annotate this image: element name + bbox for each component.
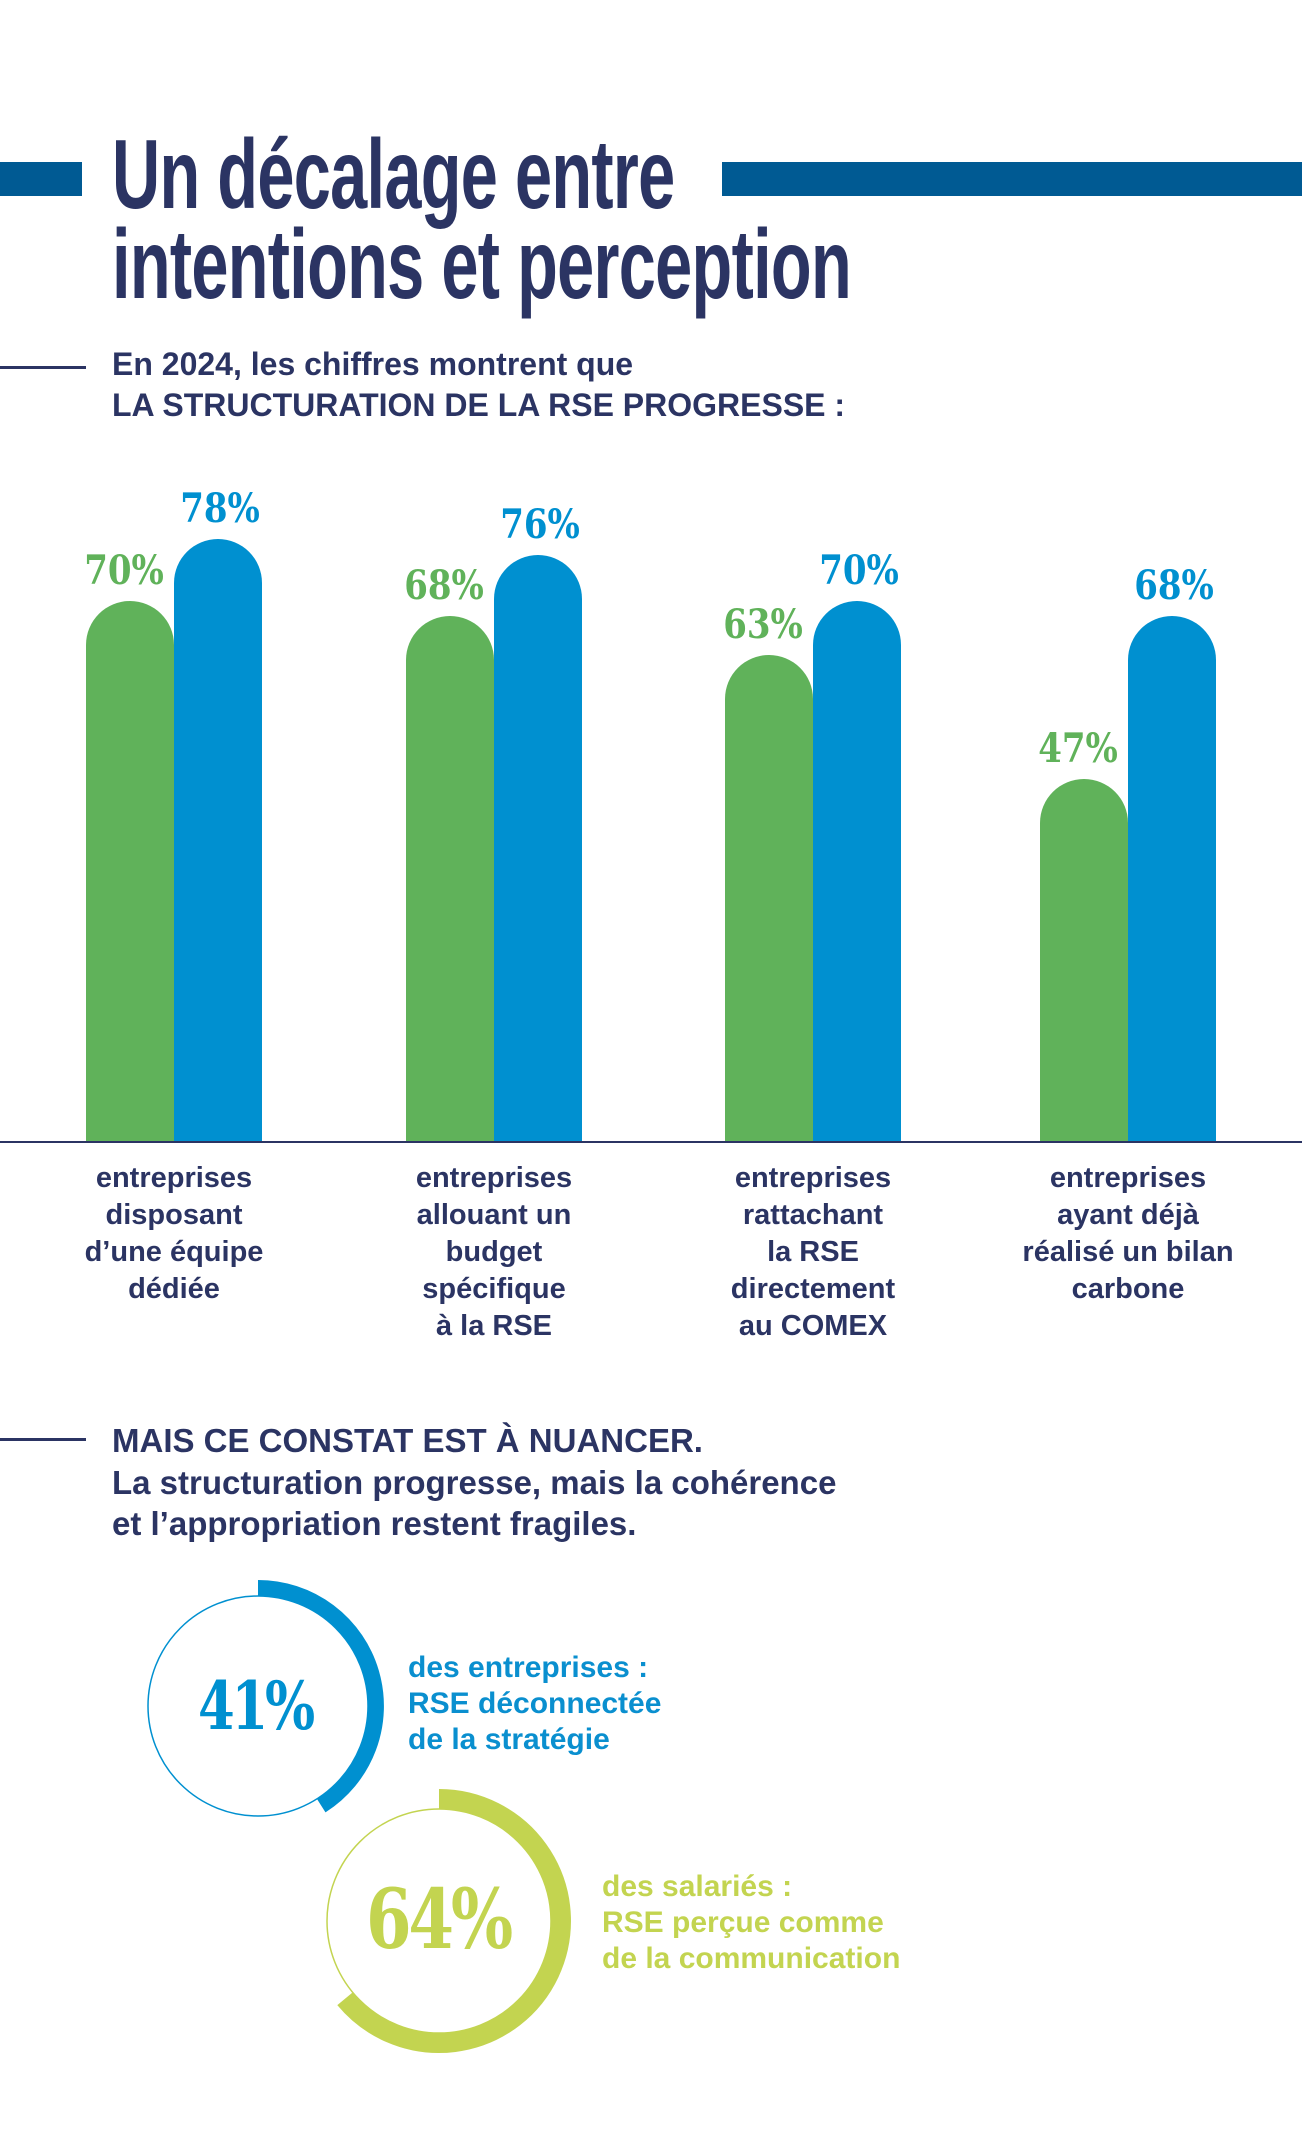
- intro-line1: En 2024, les chiffres montrent que: [112, 346, 634, 382]
- stat-2-description: des salariés : RSE perçue comme de la co…: [602, 1869, 900, 1977]
- bar: [174, 539, 262, 1142]
- intro-rule: [0, 366, 86, 369]
- stat-ring-1-arc: [257, 1580, 384, 1813]
- bar-value-label: 78%: [180, 485, 260, 533]
- intro-line2: LA STRUCTURATION DE LA RSE PROGRESSE :: [112, 387, 846, 423]
- bar: [813, 600, 901, 1142]
- bar-value-label: 70%: [84, 546, 164, 594]
- category-label-line: budget: [445, 1236, 543, 1268]
- bar-chart: 70% 78% entreprises disposant d’une équipe dé…: [0, 485, 1302, 1345]
- category-label: entreprises allouant un budget spécifique à …: [364, 1160, 624, 1345]
- chart-baseline: [0, 1141, 1302, 1143]
- category-label-line: réalisé un bilan: [1022, 1236, 1234, 1268]
- stat-1-text-line: de la stratégie: [408, 1723, 610, 1756]
- category-label-line: allouant un: [416, 1199, 572, 1231]
- bar: [725, 655, 813, 1142]
- bar: [1040, 778, 1128, 1142]
- nuance-line1: MAIS CE CONSTAT EST À NUANCER.: [112, 1422, 703, 1459]
- bar-value-label: 63%: [723, 601, 803, 648]
- category-label-line: d’une équipe: [84, 1236, 264, 1268]
- bar-value-label: 68%: [1134, 562, 1214, 610]
- bar-value-label: 76%: [500, 500, 580, 548]
- category-label-line: à la RSE: [435, 1310, 553, 1342]
- category-label-line: spécifique: [422, 1273, 566, 1305]
- category-label-line: directement: [730, 1273, 896, 1305]
- bar: [494, 554, 582, 1142]
- bar-value-label: 68%: [404, 562, 484, 610]
- stat-2-value: 64%: [365, 1872, 513, 1968]
- category-label-line: entreprises: [95, 1162, 253, 1194]
- category-label-line: carbone: [1071, 1273, 1185, 1305]
- stat-1-text-line: des entreprises :: [408, 1651, 649, 1684]
- stat-2-text-line: des salariés :: [602, 1870, 793, 1903]
- category-label-line: rattachant: [742, 1199, 884, 1231]
- stat-1-text-line: RSE déconnectée: [408, 1687, 662, 1720]
- bar-value-label: 70%: [819, 546, 899, 594]
- category-label-line: entreprises: [734, 1162, 892, 1194]
- nuance-line2: La structuration progresse, mais la cohé…: [112, 1464, 837, 1501]
- decorative-bar-right: [722, 162, 1302, 196]
- stat-2-text-line: RSE perçue comme: [602, 1906, 884, 1939]
- category-label-line: entreprises: [1049, 1162, 1207, 1194]
- bar-value-label: 47%: [1038, 724, 1118, 772]
- category-label: entreprises disposant d’une équipe dédiée: [44, 1160, 304, 1308]
- category-label: entreprises rattachant la RSE directement au…: [683, 1160, 943, 1345]
- stat-1-description: des entreprises : RSE déconnectée de la …: [408, 1650, 661, 1758]
- bar: [406, 616, 494, 1142]
- category-label-line: dédiée: [128, 1273, 220, 1305]
- category-label-line: disposant: [105, 1199, 243, 1231]
- bar: [86, 600, 174, 1142]
- bar: [1128, 616, 1216, 1142]
- stat-ring-2-arc: [337, 1789, 571, 2053]
- category-label-line: entreprises: [415, 1162, 573, 1194]
- page-title-line2: intentions et perception: [112, 209, 852, 319]
- category-label-line: la RSE: [767, 1236, 859, 1268]
- category-label-line: ayant déjà: [1057, 1199, 1199, 1231]
- nuance-rule: [0, 1438, 86, 1441]
- stat-2-text-line: de la communication: [602, 1942, 901, 1975]
- stat-1-value: 41%: [197, 1667, 315, 1745]
- decorative-bar-left: [0, 162, 82, 196]
- category-label-line: au COMEX: [738, 1310, 888, 1342]
- nuance-line3: et l’appropriation restent fragiles.: [112, 1505, 637, 1542]
- category-label: entreprises ayant déjà réalisé un bilan car…: [998, 1160, 1258, 1308]
- page-title-line1: Un décalage entre: [112, 119, 675, 229]
